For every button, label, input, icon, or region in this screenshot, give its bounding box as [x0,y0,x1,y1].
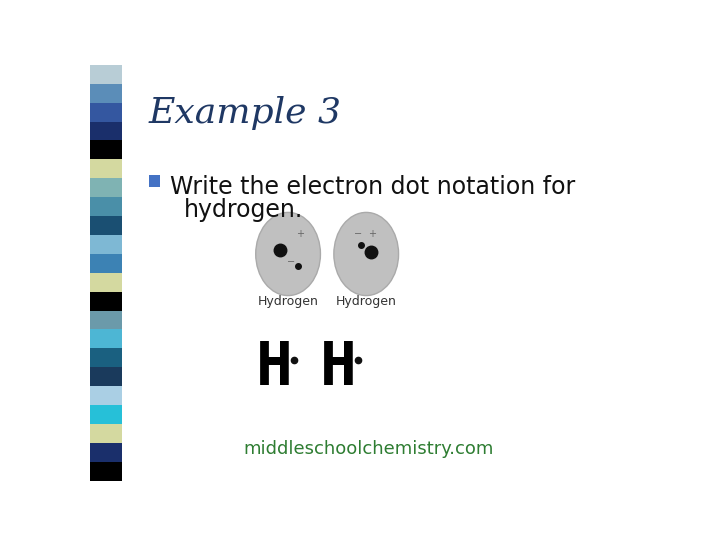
FancyBboxPatch shape [90,140,122,159]
FancyBboxPatch shape [90,292,122,310]
FancyBboxPatch shape [90,405,122,424]
FancyBboxPatch shape [90,386,122,405]
FancyBboxPatch shape [90,235,122,254]
FancyBboxPatch shape [90,216,122,235]
Text: H: H [256,339,292,398]
FancyBboxPatch shape [90,329,122,348]
FancyBboxPatch shape [90,254,122,273]
Text: Example 3: Example 3 [148,96,341,130]
FancyBboxPatch shape [90,273,122,292]
FancyBboxPatch shape [90,122,122,140]
FancyBboxPatch shape [90,65,122,84]
FancyBboxPatch shape [90,424,122,443]
FancyBboxPatch shape [90,310,122,329]
Text: H: H [320,339,356,398]
FancyBboxPatch shape [148,176,160,187]
FancyBboxPatch shape [90,367,122,386]
Text: Write the electron dot notation for: Write the electron dot notation for [170,174,575,199]
Text: +: + [368,229,376,239]
FancyBboxPatch shape [90,443,122,462]
FancyBboxPatch shape [90,197,122,216]
Ellipse shape [334,212,399,295]
Text: −: − [287,257,295,267]
FancyBboxPatch shape [90,159,122,178]
Ellipse shape [256,212,320,295]
Text: −: − [354,229,362,239]
FancyBboxPatch shape [90,348,122,367]
Text: middleschoolchemistry.com: middleschoolchemistry.com [244,440,494,458]
Text: Hydrogen: Hydrogen [258,295,318,308]
FancyBboxPatch shape [90,103,122,122]
FancyBboxPatch shape [90,178,122,197]
FancyBboxPatch shape [90,84,122,103]
Text: +: + [297,229,305,239]
Text: Hydrogen: Hydrogen [336,295,397,308]
Text: hydrogen.: hydrogen. [184,198,303,222]
FancyBboxPatch shape [90,462,122,481]
